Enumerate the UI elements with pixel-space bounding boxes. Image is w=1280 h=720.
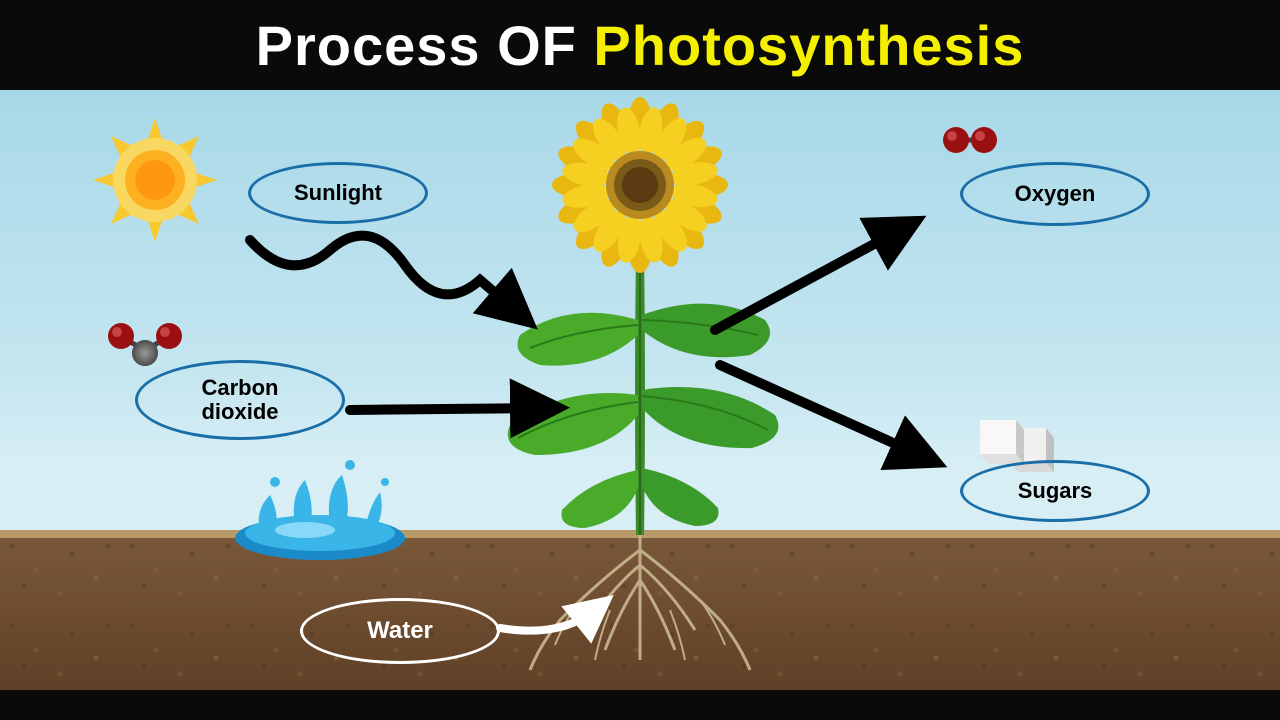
label-water-text: Water xyxy=(367,617,433,645)
footer-bar xyxy=(0,690,1280,720)
label-oxygen-text: Oxygen xyxy=(1015,181,1096,207)
arrow-oxygen xyxy=(715,230,900,330)
diagram-canvas: Sunlight Carbon dioxide Oxygen Sugars Wa… xyxy=(0,90,1280,720)
title-part1: Process OF xyxy=(256,14,594,77)
label-sugars-text: Sugars xyxy=(1018,478,1093,504)
label-oxygen: Oxygen xyxy=(960,162,1150,226)
arrow-co2 xyxy=(350,408,540,410)
o2-molecule-icon xyxy=(943,127,997,153)
arrow-water xyxy=(500,610,595,631)
sunflower-icon xyxy=(552,97,728,273)
label-sugars: Sugars xyxy=(960,460,1150,522)
sun-icon xyxy=(93,118,217,242)
label-co2-text: Carbon dioxide xyxy=(201,376,278,424)
co2-molecule-icon xyxy=(108,323,182,366)
arrow-sunlight xyxy=(250,236,515,310)
title-header: Process OF Photosynthesis xyxy=(0,0,1280,90)
water-splash-icon xyxy=(235,460,405,560)
title-part2: Photosynthesis xyxy=(593,14,1024,77)
label-sunlight: Sunlight xyxy=(248,162,428,224)
plant-roots xyxy=(530,535,750,670)
title-text: Process OF Photosynthesis xyxy=(256,13,1025,78)
label-water: Water xyxy=(300,598,500,664)
label-carbon-dioxide: Carbon dioxide xyxy=(135,360,345,440)
label-sunlight-text: Sunlight xyxy=(294,180,382,206)
